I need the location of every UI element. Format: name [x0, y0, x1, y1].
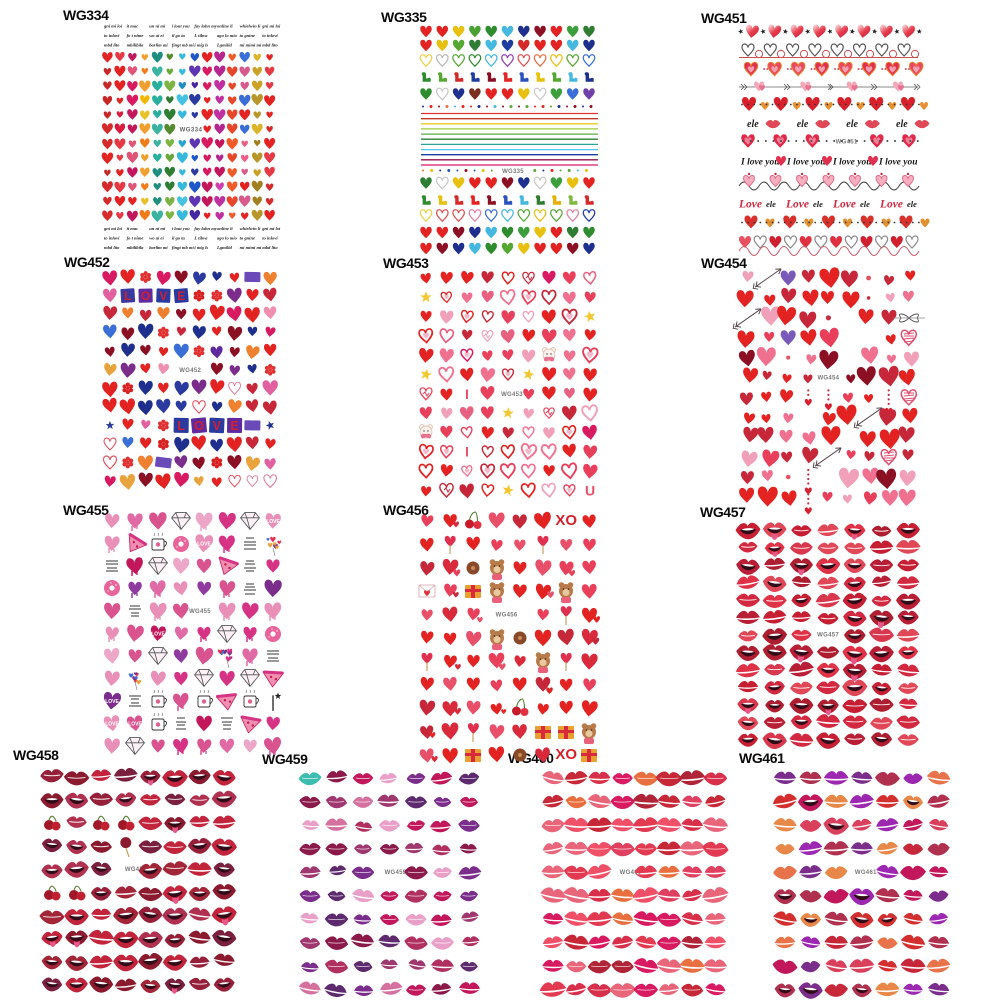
svg-text:barlim mi: barlim mi [149, 245, 168, 250]
svg-text:it mac: it mac [127, 226, 139, 231]
svg-text:wo ai ei: wo ai ei [149, 33, 164, 38]
svg-text:mbilibila: mbilibila [127, 245, 145, 250]
svg-text:i lout you: i lout you [172, 24, 190, 29]
svg-text:fingt mb mi: fingt mb mi [172, 43, 195, 48]
svg-text:ele: ele [907, 199, 917, 209]
svg-text:fay lahn my: fay lahn my [194, 226, 217, 231]
svg-text:WG334: WG334 [180, 128, 203, 134]
svg-text:mbd lito: mbd lito [262, 43, 278, 48]
svg-text:WG452: WG452 [179, 368, 201, 374]
svg-text:ago lo mio: ago lo mio [217, 33, 238, 38]
svg-text:XO: XO [555, 746, 577, 763]
svg-text:fo t nime: fo t nime [127, 236, 144, 241]
svg-text:E: E [230, 419, 238, 433]
svg-text:it mac: it mac [127, 24, 139, 29]
svg-text:XO: XO [555, 512, 577, 529]
svg-text:WG460: WG460 [620, 870, 642, 876]
svg-text:WG451: WG451 [836, 140, 858, 146]
svg-text:i mig ls: i mig ls [194, 43, 208, 48]
svg-text:wo ai ei: wo ai ei [149, 236, 164, 241]
svg-text:Love: Love [879, 199, 903, 211]
svg-text:I: I [465, 444, 469, 460]
svg-text:gni mi loi: gni mi loi [261, 24, 281, 29]
svg-text:whielwin li: whielwin li [240, 226, 262, 231]
svg-text:LOVE: LOVE [151, 632, 165, 638]
svg-text:ele: ele [813, 199, 823, 209]
svg-text:Lgmilid: Lgmilid [216, 43, 233, 48]
svg-text:WG458: WG458 [125, 867, 147, 873]
svg-text:gni mi loi: gni mi loi [261, 226, 281, 231]
svg-text:I love you: I love you [786, 158, 826, 168]
svg-text:to inlovi: to inlovi [104, 236, 120, 241]
svg-text:E: E [177, 289, 185, 303]
svg-text:to gnine: to gnine [240, 236, 255, 241]
svg-text:il go ta: il go ta [172, 33, 186, 38]
svg-text:L: L [177, 419, 185, 433]
svg-text:gni mi loi: gni mi loi [103, 24, 123, 29]
svg-text:to inlovi: to inlovi [104, 33, 120, 38]
svg-text:O: O [194, 419, 204, 433]
svg-text:whielwin li: whielwin li [240, 24, 262, 29]
svg-text:U: U [585, 482, 595, 498]
svg-text:LOVE: LOVE [105, 699, 119, 705]
svg-text:WG335: WG335 [502, 169, 524, 175]
svg-text:Love: Love [832, 199, 856, 211]
svg-text:WG457: WG457 [817, 633, 839, 639]
svg-text:ele: ele [846, 119, 858, 130]
svg-text:Love: Love [738, 199, 762, 211]
svg-text:un ni mi: un ni mi [149, 226, 166, 231]
svg-text:ele: ele [747, 119, 759, 130]
svg-text:ele: ele [766, 199, 776, 209]
svg-text:barlim mi: barlim mi [149, 43, 168, 48]
svg-text:gni mi loi: gni mi loi [103, 226, 123, 231]
svg-text:fo t nime: fo t nime [127, 33, 144, 38]
svg-text:fingt mb mi: fingt mb mi [172, 245, 195, 250]
svg-text:LOVE: LOVE [266, 519, 280, 525]
svg-text:I love you: I love you [740, 158, 780, 168]
svg-text:L tibva: L tibva [193, 236, 208, 241]
svg-text:O: O [141, 289, 150, 303]
svg-text:il go ta: il go ta [172, 236, 186, 241]
svg-text:I: I [465, 386, 469, 402]
svg-text:I love you: I love you [832, 158, 872, 168]
svg-text:mbd lito: mbd lito [262, 245, 278, 250]
svg-text:mi mimi mi: mi mimi mi [240, 245, 262, 250]
svg-text:WG455: WG455 [189, 609, 211, 615]
svg-text:ele: ele [860, 199, 870, 209]
svg-text:ago lo mio: ago lo mio [217, 236, 238, 241]
svg-text:ele: ele [797, 119, 809, 130]
svg-text:online li: online li [217, 24, 233, 29]
svg-text:WG461: WG461 [855, 870, 877, 876]
svg-text:un ni mi: un ni mi [149, 24, 166, 29]
svg-text:i lout you: i lout you [172, 226, 190, 231]
svg-text:I love you: I love you [878, 158, 918, 168]
svg-text:mi mimi mi: mi mimi mi [240, 43, 262, 48]
svg-text:LOVE: LOVE [128, 722, 142, 728]
svg-text:V: V [159, 289, 167, 303]
svg-text:ele: ele [896, 119, 908, 130]
svg-text:LOVE: LOVE [197, 542, 211, 548]
svg-text:mbilibila: mbilibila [127, 43, 145, 48]
svg-text:V: V [213, 419, 222, 433]
svg-text:WG459: WG459 [385, 870, 407, 876]
svg-text:Love: Love [785, 199, 809, 211]
svg-text:mbd lito: mbd lito [104, 245, 120, 250]
svg-text:to inlovi: to inlovi [262, 33, 278, 38]
svg-text:i mig ls: i mig ls [194, 245, 208, 250]
svg-text:WG453: WG453 [501, 392, 523, 398]
svg-text:online li: online li [217, 226, 233, 231]
svg-text:WG454: WG454 [817, 376, 839, 382]
svg-text:LOVE: LOVE [105, 722, 119, 728]
svg-text:to inlovi: to inlovi [262, 236, 278, 241]
svg-text:Lgmilid: Lgmilid [216, 245, 233, 250]
svg-text:mbd lito: mbd lito [104, 43, 120, 48]
svg-text:L tibva: L tibva [193, 33, 208, 38]
svg-text:WG456: WG456 [496, 613, 518, 619]
svg-text:L: L [124, 289, 131, 303]
svg-text:fay lahn my: fay lahn my [194, 24, 217, 29]
svg-text:to gnine: to gnine [240, 33, 255, 38]
